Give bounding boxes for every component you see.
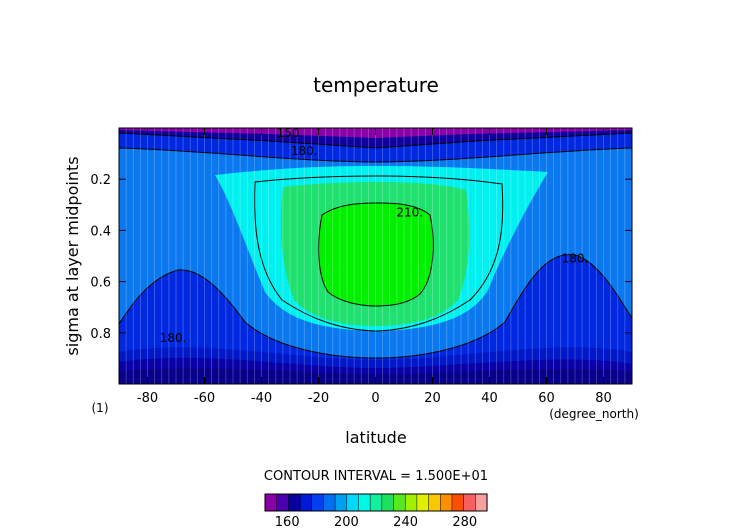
colorbar: 160 200 240 280 <box>264 493 488 530</box>
colorbar-swatch <box>416 493 430 512</box>
contour-labels: 150. 180. 210. 180. 180. <box>160 126 589 345</box>
colorbar-swatch <box>288 493 301 512</box>
colorbar-tick-label: 280 <box>452 515 477 530</box>
colorbar-swatch <box>428 493 441 512</box>
y-tick-label: 0.2 <box>90 173 111 188</box>
colorbar-swatch <box>346 493 360 512</box>
y-tick-label: 0.8 <box>90 327 111 342</box>
y-axis-label: sigma at layer midpoints <box>63 156 82 355</box>
colorbar-frame <box>264 493 488 512</box>
colorbar-tick-label: 240 <box>393 515 418 530</box>
contour-label: 180. <box>160 331 187 345</box>
x-tick-label: -20 <box>308 391 329 406</box>
colorbar-swatch <box>440 493 453 512</box>
x-tick-label: 60 <box>538 391 555 406</box>
contour-label: 180. <box>291 144 318 158</box>
chart-title: temperature <box>313 73 439 97</box>
x-tick-label: 20 <box>424 391 441 406</box>
colorbar-swatch <box>381 493 395 512</box>
colorbar-swatch <box>451 493 465 512</box>
colorbar-swatch <box>358 493 371 512</box>
x-tick-label: 80 <box>595 391 612 406</box>
contour-label: 150. <box>277 126 304 140</box>
colorbar-swatch <box>369 493 383 512</box>
colorbar-swatch <box>475 493 488 512</box>
band-above-225 <box>318 203 434 306</box>
colorbar-tick-label: 200 <box>334 515 359 530</box>
colorbar-swatch <box>311 493 324 512</box>
colorbar-swatch <box>323 493 336 512</box>
colorbar-swatch <box>393 493 406 512</box>
colorbar-swatch <box>404 493 418 512</box>
colorbar-swatch <box>463 493 476 512</box>
y-tick-label: 0.6 <box>90 276 111 291</box>
colorbar-tick-label: 160 <box>275 515 300 530</box>
x-axis-label: latitude <box>345 428 406 447</box>
x-tick-label: 0 <box>371 391 379 406</box>
grid-lines <box>125 128 626 384</box>
colorbar-swatch <box>299 493 313 512</box>
x-tick-label: -40 <box>251 391 272 406</box>
contour-interval-text: CONTOUR INTERVAL = 1.500E+01 <box>264 469 488 484</box>
colorbar-swatch <box>334 493 348 512</box>
colorbar-swatch <box>264 493 278 512</box>
y-axis-units: (1) <box>92 401 109 415</box>
plot-area: 150. 180. 210. 180. 180. <box>119 126 632 384</box>
contour-label: 180. <box>562 252 589 266</box>
colorbar-swatch <box>276 493 289 512</box>
x-tick-label: -60 <box>194 391 215 406</box>
y-tick-label: 0.4 <box>90 224 111 239</box>
x-tick-label: -80 <box>137 391 158 406</box>
x-axis-units: (degree_north) <box>549 407 639 421</box>
contour-label: 210. <box>396 205 423 219</box>
bottom-dark-bands <box>119 347 632 384</box>
axes: -80 -60 -40 -20 0 20 40 60 80 0.2 0.4 0.6 0.8 <box>90 128 632 406</box>
x-tick-label: 40 <box>481 391 498 406</box>
contour-lines <box>119 132 632 359</box>
